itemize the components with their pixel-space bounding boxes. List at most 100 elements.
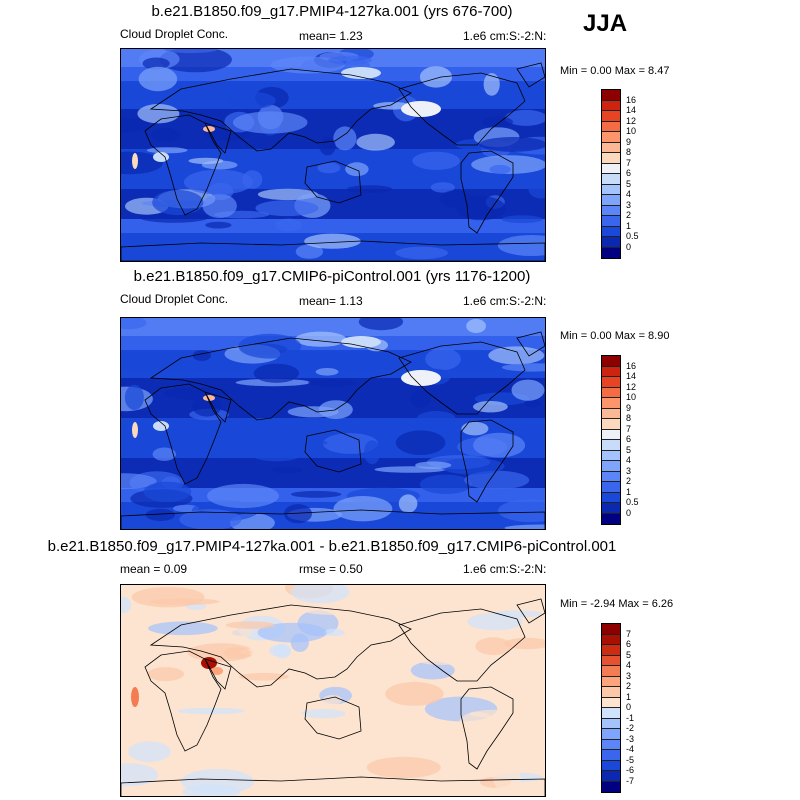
colorbar-tick-label: 0.5 [626,497,639,507]
map-field-patch [121,151,163,175]
map-field-patch [528,178,545,199]
panel2-variable: Cloud Droplet Conc. [120,292,229,306]
colorbar-swatch [602,142,620,153]
map-field-patch [228,91,276,110]
colorbar-swatch [602,216,620,227]
map-field-patch [152,447,176,461]
colorbar-swatch [602,718,620,729]
map-field-patch [182,784,241,796]
panel1-minmax: Min = 0.00 Max = 8.47 [560,65,670,77]
coastline [460,419,514,503]
colorbar-swatch [602,729,620,740]
map-field-patch [171,421,234,436]
coastline [398,72,526,146]
map-field-patch [263,761,286,770]
map-field-patch [524,399,541,408]
map-field-patch [366,756,441,779]
panel3-minmax: Min = -2.94 Max = 6.26 [560,598,674,610]
map-field-patch [483,73,500,96]
map-field-patch [271,466,303,474]
map-field-patch [121,117,150,133]
map-hotspot [211,667,223,675]
map-field-patch [205,221,232,229]
panel3-colorbar [601,623,621,793]
coastline [149,604,412,688]
map-field-patch [308,379,356,387]
map-field-patch [499,733,545,741]
colorbar-swatch [602,655,620,666]
map-band [121,219,545,233]
map-field-patch [419,66,453,88]
colorbar-tick-label: 0 [626,507,632,518]
map-field-patch [290,585,350,604]
map-field-patch [488,346,545,365]
map-field-patch [412,151,460,170]
map-field-patch [202,193,237,218]
colorbar-tick-label: 6 [626,434,632,444]
colorbar-tick-label: 9 [626,402,632,413]
colorbar-tick-label: -7 [626,775,635,786]
map-field-patch [239,729,297,751]
map-field-patch [317,162,341,174]
panel1-mean: mean= 1.23 [299,29,363,43]
colorbar-swatch [602,184,620,195]
map-field-patch [179,509,242,529]
map-field-patch [469,709,537,718]
map-field-patch [439,585,460,604]
map-field-patch [183,169,254,195]
coastline [149,68,412,152]
map-field-patch [493,765,521,792]
colorbar-swatch [602,771,620,782]
colorbar-swatch [602,163,620,174]
map-band [121,318,545,336]
panel2-minmax: Min = 0.00 Max = 8.90 [560,330,670,342]
map-hotspot [203,395,215,401]
map-field-patch [459,712,495,735]
colorbar-swatch [602,645,620,656]
colorbar-tick-label: 0 [626,241,632,252]
panel1-title: b.e21.B1850.f09_g17.PMIP4-127ka.001 (yrs… [151,3,513,20]
colorbar-tick-label: 6 [626,639,632,649]
colorbar-swatch [602,366,620,377]
colorbar-tick-label: 5 [626,178,632,189]
map-field-patch [253,363,300,383]
colorbar-tick-label: 2 [626,210,632,220]
coastline [460,150,514,234]
map-band [121,352,545,370]
map-field-patch [504,524,545,529]
map-field-patch [232,111,308,134]
map-field-patch [464,470,530,490]
map-field-patch [335,710,395,731]
colorbar-tick-label: 7 [626,423,632,434]
map-field-patch [238,672,289,681]
panel1-map [120,48,546,262]
colorbar-swatch [602,450,620,461]
map-field-patch [177,707,245,715]
coastline [398,341,526,415]
colorbar-tick-label: -5 [626,754,635,765]
map-field-patch [275,218,302,232]
map-field-patch [475,637,512,656]
map-field-patch [364,440,381,465]
map-field-patch [246,418,316,433]
map-field-patch [242,170,263,189]
colorbar-swatch [602,634,620,645]
colorbar-swatch [602,356,620,367]
map-field-patch [121,651,132,668]
map-field-patch [497,235,545,256]
map-hotspot [341,67,381,79]
panel1-units: 1.e6 cm:S:-2:N: [463,29,547,43]
colorbar-swatch [602,708,620,719]
map-field-patch [473,401,508,413]
colorbar-swatch [602,90,620,101]
colorbar-swatch [602,676,620,687]
coastline [144,114,222,216]
colorbar-swatch [602,750,620,761]
map-field-patch [150,127,181,142]
panel3-title: b.e21.B1850.f09_g17.PMIP4-127ka.001 - b.… [47,538,617,555]
colorbar-swatch [602,111,620,122]
map-field-patch [164,49,218,54]
colorbar-swatch [602,205,620,216]
map-field-patch [121,318,147,330]
panel3-mean: mean = 0.09 [120,562,188,576]
